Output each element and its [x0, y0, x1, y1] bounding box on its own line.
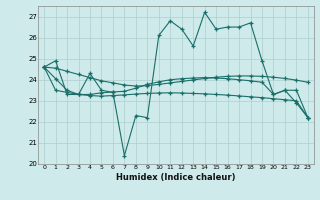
X-axis label: Humidex (Indice chaleur): Humidex (Indice chaleur): [116, 173, 236, 182]
